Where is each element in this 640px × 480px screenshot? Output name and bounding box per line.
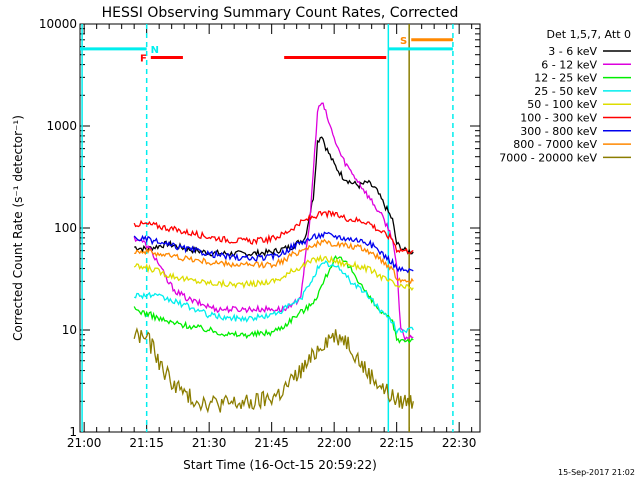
y-axis-label: Corrected Count Rate (s⁻¹ detector⁻¹)	[11, 115, 25, 341]
x-tick-label: 21:45	[254, 436, 289, 450]
series-line	[133, 327, 414, 414]
legend-entry-label: 100 - 300 keV	[520, 112, 597, 125]
series-line	[133, 102, 414, 342]
legend-entry-label: 12 - 25 keV	[534, 72, 597, 85]
x-tick-label: 21:30	[192, 436, 227, 450]
series-line	[133, 254, 414, 292]
series-line	[133, 210, 414, 254]
legend-entry-label: 3 - 6 keV	[548, 45, 597, 58]
legend-header: Det 1,5,7, Att 0	[547, 28, 631, 41]
series-line	[133, 231, 414, 274]
legend-entry-label: 25 - 50 keV	[534, 85, 597, 98]
x-tick-label: 22:30	[442, 436, 477, 450]
flag-label: S	[400, 36, 407, 47]
legend-entry-label: 7000 - 20000 keV	[499, 151, 597, 164]
x-tick-label: 22:00	[317, 436, 352, 450]
series-line	[134, 238, 414, 285]
legend-entry-label: 300 - 800 keV	[520, 125, 597, 138]
y-tick-label: 1	[69, 425, 77, 439]
x-axis-label: Start Time (16-Oct-15 20:59:22)	[183, 458, 377, 472]
x-tick-label: 21:00	[67, 436, 102, 450]
series-lines	[133, 102, 414, 414]
legend-entry-label: 50 - 100 keV	[527, 98, 597, 111]
plot-timestamp: 15-Sep-2017 21:02	[558, 468, 635, 477]
flag-label: F	[140, 53, 147, 64]
y-tick-label: 1000	[46, 119, 77, 133]
chart-title: HESSI Observing Summary Count Rates, Cor…	[102, 5, 459, 21]
legend-entry-label: 800 - 7000 keV	[513, 138, 597, 151]
y-tick-label: 10	[62, 323, 77, 337]
flag-label: N	[151, 45, 159, 56]
y-tick-label: 100	[54, 221, 77, 235]
x-tick-label: 22:15	[379, 436, 414, 450]
y-tick-label: 10000	[39, 17, 77, 31]
flag-bars: FN S	[80, 24, 454, 432]
x-tick-label: 21:15	[129, 436, 164, 450]
legend-entry-label: 6 - 12 keV	[541, 58, 597, 71]
series-line	[133, 260, 414, 335]
